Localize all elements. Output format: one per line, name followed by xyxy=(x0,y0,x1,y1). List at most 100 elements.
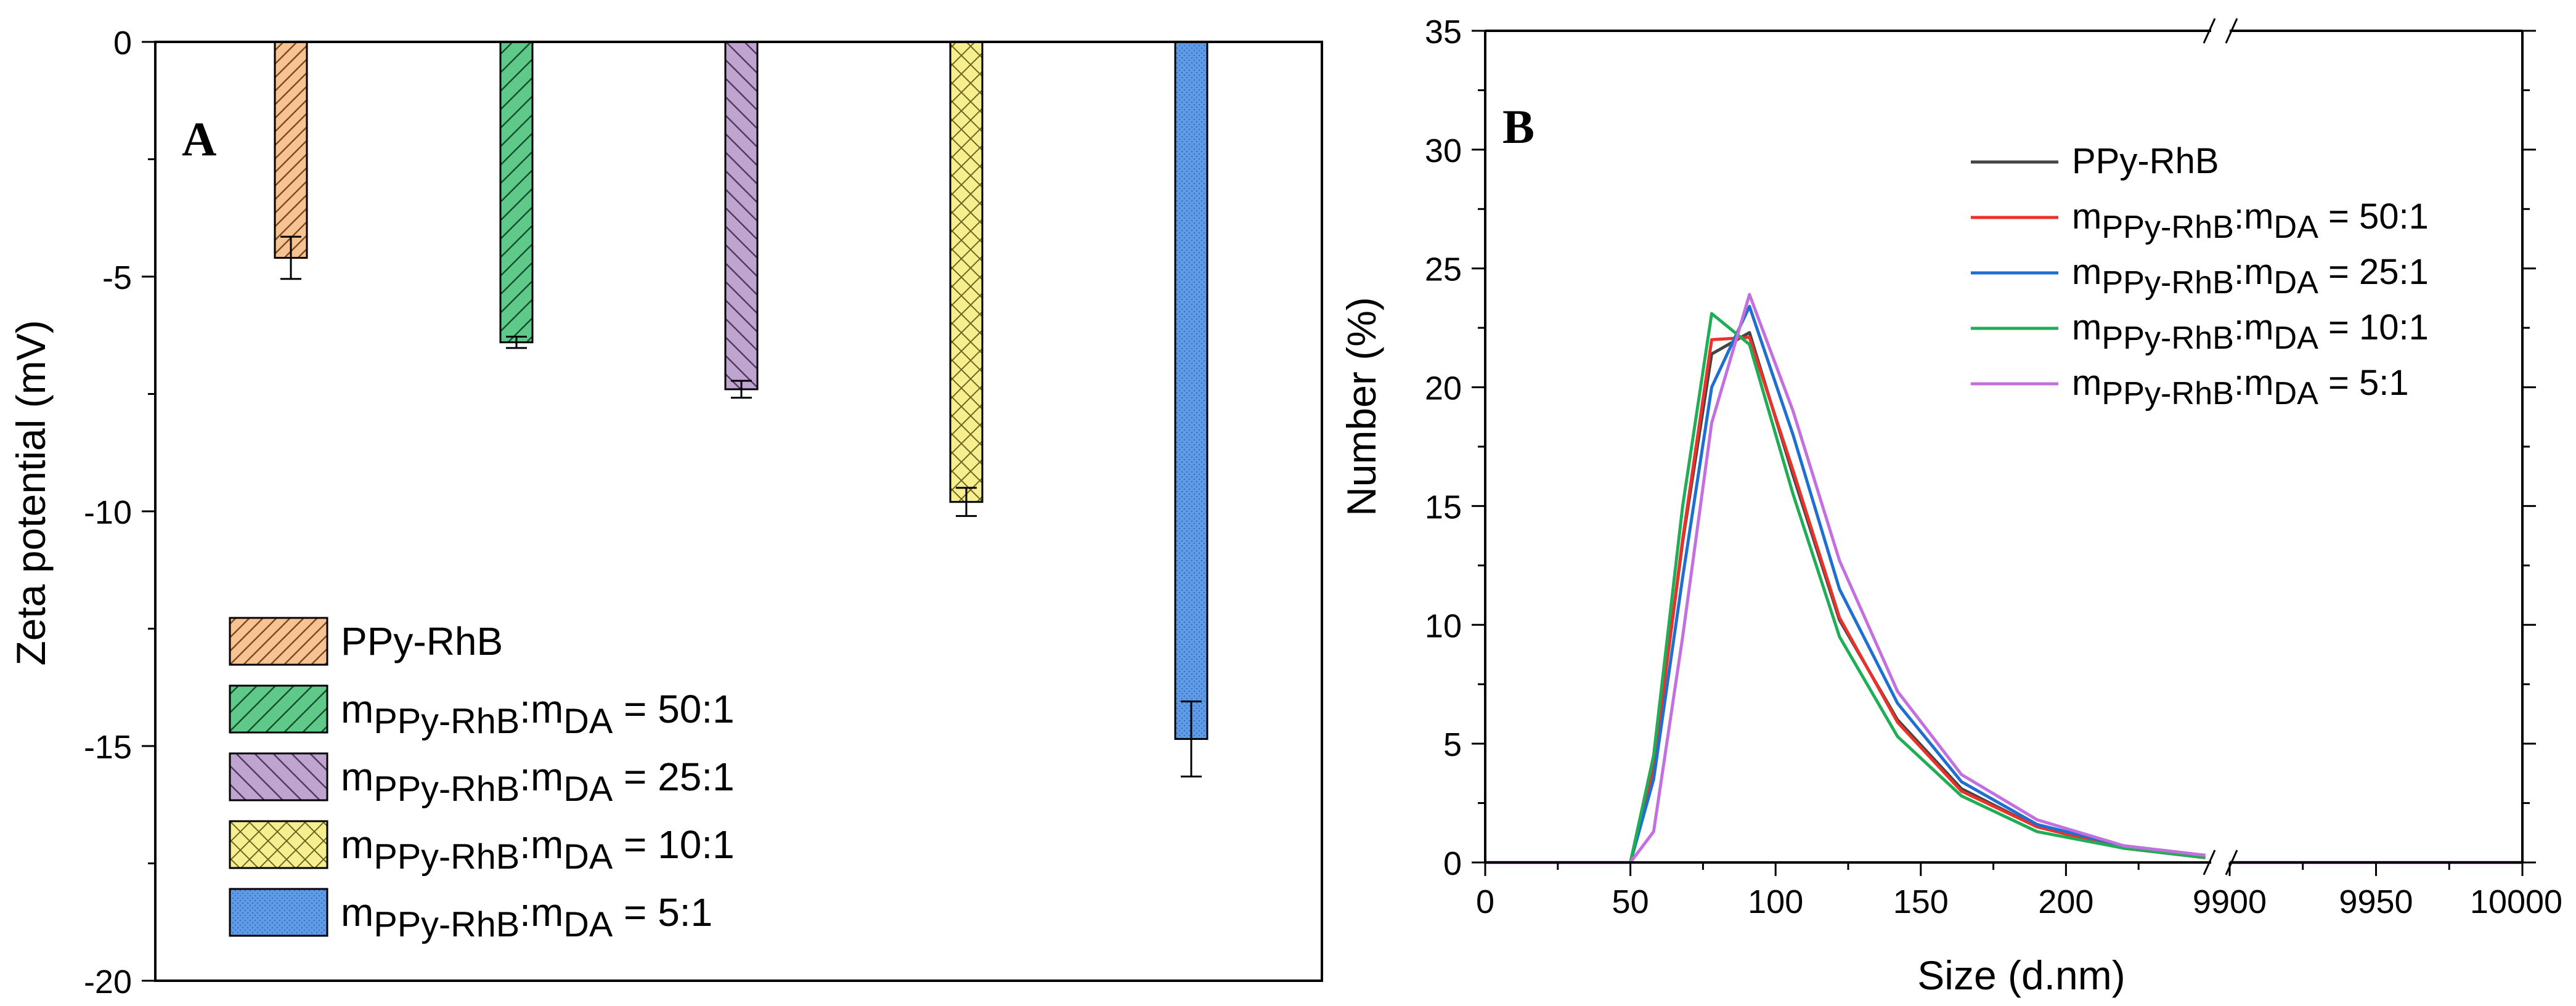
panel-b-x-axis-label: Size (d.nm) xyxy=(1917,952,2125,998)
legend-label-4-part-2: :m xyxy=(520,890,563,935)
legend-swatch-3 xyxy=(229,820,328,869)
x-tick-label-1: 50 xyxy=(1612,883,1649,920)
legend-label-3-part-4: = 10:1 xyxy=(613,822,735,867)
x-tick-label-4: 200 xyxy=(2038,883,2093,920)
legend-swatch-0 xyxy=(229,617,328,666)
legend-label-4-part-3: DA xyxy=(563,905,613,944)
legend-label-3-part-3: DA xyxy=(563,837,613,877)
x-tick-label-2: 100 xyxy=(1748,883,1803,920)
legend-label-3-part-1: PPy-RhB xyxy=(2101,320,2234,356)
legend-label-2-part-1: PPy-RhB xyxy=(373,769,520,809)
y-tick-label-0: 0 xyxy=(1443,845,1462,882)
legend-swatch-2 xyxy=(229,752,328,801)
legend-label-4-part-0: m xyxy=(2072,363,2101,403)
y-tick-label-0: 0 xyxy=(113,25,132,62)
y-tick-label-3: 15 xyxy=(1425,489,1462,525)
y-tick-label-1: -5 xyxy=(102,259,132,296)
legend-label-1-part-0: m xyxy=(2072,197,2101,237)
bar-3 xyxy=(949,41,984,503)
panel-b-axes xyxy=(1484,18,2524,875)
bar-1 xyxy=(499,41,534,344)
legend-swatch-1 xyxy=(229,684,328,734)
y-tick-label-7: 35 xyxy=(1425,14,1462,51)
y-tick-label-4: 20 xyxy=(1425,370,1462,407)
x-tick-right-label-0: 9950 xyxy=(2339,883,2413,920)
legend-label-4: mPPy-RhB:mDA = 5:1 xyxy=(341,890,712,944)
bar-2 xyxy=(724,41,759,391)
y-tick-label-4: -20 xyxy=(84,963,132,1000)
legend-label-0: PPy-RhB xyxy=(2072,141,2219,181)
panel-b-label: B xyxy=(1502,100,1535,153)
legend-label-3: mPPy-RhB:mDA = 10:1 xyxy=(341,822,735,877)
legend-label-1-part-1: PPy-RhB xyxy=(373,702,520,741)
y-tick-label-2: 10 xyxy=(1425,607,1462,644)
legend-label-1-part-4: = 50:1 xyxy=(613,687,735,731)
legend-label-4-part-4: = 5:1 xyxy=(613,890,712,935)
x-tick-label-0: 0 xyxy=(1476,883,1494,920)
legend-label-4-part-1: PPy-RhB xyxy=(2101,376,2234,412)
legend-label-2-part-4: = 25:1 xyxy=(2318,252,2429,292)
y-tick-label-1: 5 xyxy=(1443,726,1462,763)
legend-label-3-part-0: m xyxy=(2072,307,2101,347)
legend-label-1-part-2: :m xyxy=(520,687,563,731)
panel-a-error-bars xyxy=(280,235,1202,778)
series-line-4 xyxy=(1485,293,2206,864)
x-tick-label-5: 9900 xyxy=(2193,883,2267,920)
axis-break-mark-b-1 xyxy=(2225,850,2238,875)
legend-label-3-part-0: m xyxy=(341,822,373,867)
legend-label-0: PPy-RhB xyxy=(341,619,503,663)
legend-label-1-part-0: m xyxy=(341,687,373,731)
legend-label-2-part-1: PPy-RhB xyxy=(2101,265,2234,301)
x-tick-label-3: 150 xyxy=(1893,883,1949,920)
y-tick-label-2: -10 xyxy=(84,494,132,531)
legend-label-4: mPPy-RhB:mDA = 5:1 xyxy=(2072,363,2409,412)
panel-b: 0 5 10 15 20 25 30 35 0 50 100 150 200 9900 9950 10000… xyxy=(1339,14,2562,998)
legend-label-4-part-4: = 5:1 xyxy=(2318,363,2409,403)
panel-b-x-axis-ticks: 0 50 100 150 200 9900 9950 10000 xyxy=(1476,862,2562,920)
legend-label-1: mPPy-RhB:mDA = 50:1 xyxy=(341,687,735,741)
x-tick-right-label-1: 10000 xyxy=(2470,883,2562,920)
legend-label-3-part-3: DA xyxy=(2273,320,2318,356)
axis-break-mark-a-1 xyxy=(2203,850,2216,875)
legend-label-2-part-3: DA xyxy=(563,769,613,809)
panel-a-label: A xyxy=(182,112,216,166)
y-tick-label-5: 25 xyxy=(1425,251,1462,288)
legend-label-3-part-1: PPy-RhB xyxy=(373,837,520,877)
bar-0 xyxy=(274,41,308,259)
panel-a-y-axis-label: Zeta potential (mV) xyxy=(8,320,54,665)
bar-4 xyxy=(1174,41,1209,740)
panel-a-y-axis-ticks: 0 -5 -10 -15 -20 xyxy=(84,25,155,1000)
legend-label-2: mPPy-RhB:mDA = 25:1 xyxy=(2072,252,2429,301)
legend-label-2-part-4: = 25:1 xyxy=(613,755,735,799)
y-tick-label-6: 30 xyxy=(1425,132,1462,169)
legend-label-2-part-2: :m xyxy=(520,755,563,799)
legend-label-2: mPPy-RhB:mDA = 25:1 xyxy=(341,755,735,809)
legend-label-1-part-2: :m xyxy=(2234,197,2273,237)
legend-label-1-part-3: DA xyxy=(563,702,613,741)
legend-label-3-part-2: :m xyxy=(520,822,563,867)
legend-label-4-part-3: DA xyxy=(2273,376,2318,412)
legend-label-3-part-4: = 10:1 xyxy=(2318,307,2429,347)
panel-b-y-axis-label: Number (%) xyxy=(1339,297,1384,516)
legend-label-4-part-1: PPy-RhB xyxy=(373,905,520,944)
legend-label-2-part-3: DA xyxy=(2273,265,2318,301)
legend-label-1: mPPy-RhB:mDA = 50:1 xyxy=(2072,197,2429,245)
legend-label-4-part-0: m xyxy=(341,890,373,935)
panel-a: 0 -5 -10 -15 -20 A Zeta potential (mV) PPy-R… xyxy=(8,25,1323,1000)
legend-label-2-part-0: m xyxy=(2072,252,2101,292)
axis-break-mark-b-0 xyxy=(2225,18,2238,44)
legend-label-4-part-2: :m xyxy=(2234,363,2273,403)
legend-label-1-part-4: = 50:1 xyxy=(2318,197,2429,237)
axis-break-mark-a-0 xyxy=(2203,18,2216,44)
series-line-1 xyxy=(1485,336,2206,864)
legend-label-3: mPPy-RhB:mDA = 10:1 xyxy=(2072,307,2429,356)
panel-b-series-lines xyxy=(1485,293,2522,864)
series-line-3 xyxy=(1485,312,2206,864)
legend-swatch-4 xyxy=(229,888,328,937)
panel-b-y-axis-ticks: 0 5 10 15 20 25 30 35 xyxy=(1425,14,2536,882)
y-tick-label-3: -15 xyxy=(84,729,132,766)
legend-label-3-part-2: :m xyxy=(2234,307,2273,347)
